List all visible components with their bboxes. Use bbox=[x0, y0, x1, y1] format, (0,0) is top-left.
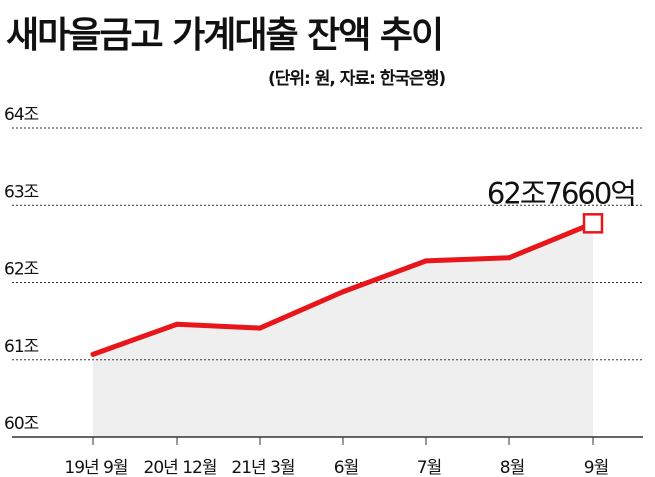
x-tick-label: 9월 bbox=[584, 458, 608, 477]
data-point-highlight bbox=[582, 213, 604, 234]
chart-title: 새마을금고 가계대출 잔액 추이 bbox=[6, 15, 444, 56]
x-tick-label: 20년 12월 bbox=[144, 458, 217, 477]
x-tick-label: 21년 3월 bbox=[231, 458, 294, 477]
x-tick-label: 19년 9월 bbox=[64, 458, 127, 477]
data-point bbox=[257, 325, 263, 331]
x-tick-label: 6월 bbox=[334, 458, 358, 477]
y-tick-label: 63조 bbox=[4, 182, 39, 202]
y-tick-label: 61조 bbox=[4, 337, 39, 357]
data-point bbox=[423, 258, 429, 264]
value-annotation: 62조7660억 bbox=[487, 176, 635, 210]
y-tick-label: 60조 bbox=[4, 414, 39, 434]
y-tick-label: 62조 bbox=[4, 260, 39, 280]
x-tick-label: 7월 bbox=[417, 458, 441, 477]
y-tick-label: 64조 bbox=[4, 105, 39, 125]
data-point bbox=[506, 255, 512, 261]
area-fill bbox=[93, 223, 593, 437]
data-point bbox=[90, 351, 96, 357]
data-point bbox=[174, 321, 180, 327]
data-point bbox=[340, 289, 346, 295]
unit-source-note: (단위: 원, 자료: 한국은행) bbox=[268, 69, 446, 89]
x-tick-label: 8월 bbox=[500, 458, 524, 477]
